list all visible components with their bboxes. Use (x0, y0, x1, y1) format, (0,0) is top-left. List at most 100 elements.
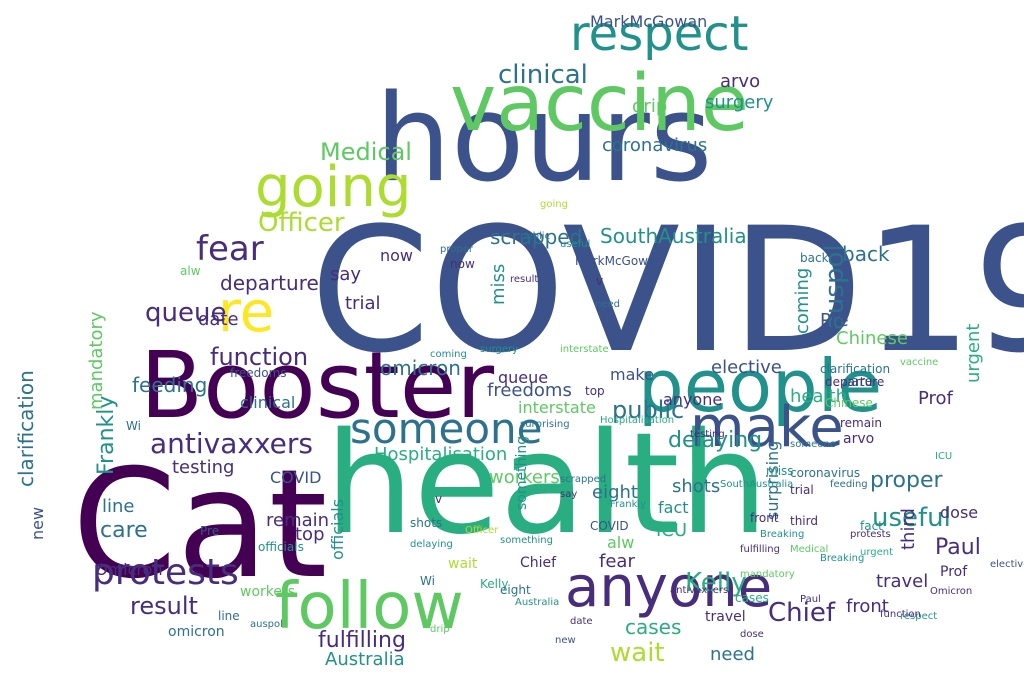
cloud-word-chief: Chief (520, 555, 557, 571)
cloud-word-surprising: surprising (520, 419, 570, 430)
cloud-word-prof: Prof (918, 388, 953, 409)
cloud-word-care: care (843, 374, 874, 390)
cloud-word-front: front (750, 511, 779, 525)
cloud-word-make: make (610, 365, 654, 384)
cloud-word-function: function (210, 343, 309, 371)
cloud-word-alw: alw (180, 264, 201, 278)
cloud-word-health: health (790, 386, 847, 407)
cloud-word-elective: elective (990, 559, 1024, 570)
cloud-word-elective: elective (711, 357, 782, 378)
cloud-word-back: back (800, 251, 829, 265)
cloud-word-pre: Pre (820, 310, 849, 331)
cloud-word-re: re (218, 280, 275, 345)
cloud-word-antivaxxers: antivaxxers (150, 427, 313, 460)
cloud-word-medical: Medical (790, 544, 829, 555)
cloud-word-officer: Officer (258, 208, 345, 238)
cloud-word-protests: protests (92, 552, 239, 593)
cloud-word-workers: workers (240, 584, 296, 600)
cloud-word-date: date (570, 616, 593, 627)
cloud-word-freedoms: freedoms (487, 380, 572, 401)
cloud-word-fact: fact (860, 519, 883, 533)
cloud-word-new: new (555, 635, 576, 646)
cloud-word-breaking: Breaking (820, 553, 865, 564)
cloud-word-departure: departure (825, 375, 885, 389)
cloud-word-cat: Cat (72, 438, 328, 612)
cloud-word-workers: workers (489, 467, 560, 488)
cloud-word-paul: Paul (935, 535, 981, 560)
cloud-word-auspol: auspol (250, 619, 283, 630)
cloud-word-new: new (28, 506, 47, 540)
cloud-word-travel: travel (705, 609, 746, 625)
cloud-word-remain: remain (266, 510, 330, 531)
cloud-word-hospitalisation: Hospitalisation (600, 415, 675, 426)
cloud-word-need: need (595, 299, 620, 310)
cloud-word-shots: shots (672, 476, 721, 497)
cloud-word-australia: Australia (325, 649, 405, 670)
cloud-word-cases: cases (625, 615, 682, 639)
cloud-word-clarification: clarification (820, 362, 891, 376)
cloud-word-delaying: delaying (410, 539, 453, 550)
cloud-word-wait: wait (610, 638, 665, 668)
cloud-word-need: need (710, 644, 755, 665)
cloud-word-clarification: clarification (14, 370, 38, 487)
cloud-word-public: public (520, 231, 551, 242)
cloud-word-people: people (638, 344, 883, 428)
cloud-word-chinese: Chinese (836, 328, 908, 349)
cloud-word-say: say (330, 264, 362, 285)
cloud-word-markmcgowan: MarkMcGowan (575, 254, 663, 268)
cloud-word-arvo: arvo (720, 71, 761, 92)
cloud-word-officials: officials (258, 540, 304, 554)
cloud-word-feeding: feeding (132, 373, 208, 397)
cloud-word-queue: queue (145, 298, 227, 328)
cloud-word-date: date (198, 309, 239, 330)
cloud-word-wi: Wi (420, 574, 435, 588)
cloud-word-dose: dose (740, 629, 764, 640)
cloud-word-fulfilling: fulfilling (740, 544, 780, 555)
cloud-word-third: third (790, 514, 818, 528)
cloud-word-departure: departure (220, 271, 319, 295)
cloud-word-say: say (560, 489, 578, 500)
cloud-word-coronavirus: coronavirus (602, 135, 708, 156)
cloud-word-kelly: Kelly (685, 568, 747, 598)
cloud-word-follow: follow (275, 570, 464, 644)
cloud-word-v: v (435, 492, 443, 506)
cloud-word-vaccine: vaccine (450, 59, 749, 149)
cloud-word-queue: queue (498, 368, 549, 387)
cloud-word-drip: drip (430, 624, 450, 635)
cloud-word-mandatory: mandatory (86, 311, 107, 410)
cloud-word-trial: trial (790, 483, 814, 497)
cloud-word-australia: Australia (515, 597, 560, 608)
cloud-word-covid: COVID (270, 468, 322, 487)
cloud-word-drip: drip (632, 96, 668, 117)
cloud-word-covid: COVID (590, 519, 629, 533)
cloud-word-line: line (102, 496, 135, 517)
cloud-word-arvo: arvo (843, 431, 875, 447)
cloud-word-third: third (898, 508, 919, 550)
cloud-word-going: going (540, 199, 568, 210)
cloud-word-clinical: clinical (240, 393, 296, 412)
cloud-word-result: result (130, 592, 198, 620)
cloud-word-scrapped: scrapped (560, 474, 607, 485)
cloud-word-mandatory: mandatory (740, 569, 795, 580)
cloud-word-now: now (380, 246, 414, 265)
cloud-word-front: front (846, 596, 889, 617)
cloud-word-omicron: Omicron (95, 560, 163, 579)
cloud-word-fulfilling: fulfilling (318, 628, 406, 653)
cloud-word-line: line (218, 609, 240, 623)
cloud-word-result: result (510, 274, 539, 285)
cloud-word-coming: coming (430, 349, 467, 360)
cloud-word-proper: proper (440, 244, 473, 255)
cloud-word-officer: Officer (465, 525, 499, 536)
cloud-word-miss: miss (488, 263, 509, 305)
cloud-word-kelly: Kelly (480, 577, 509, 591)
cloud-word-omicron: Omicron (930, 586, 973, 597)
cloud-word-hospitalisation: Hospitalisation (374, 444, 508, 465)
cloud-word-something: something (514, 435, 530, 510)
cloud-word-cases: cases (735, 591, 769, 605)
cloud-word-southaustralia: SouthAustralia (600, 224, 747, 248)
cloud-word-icu: ICU (935, 451, 953, 462)
cloud-word-frankly: Frankly (610, 499, 647, 510)
cloud-word-clinical: clinical (498, 60, 588, 90)
cloud-word-urgent: urgent (963, 323, 984, 383)
cloud-word-shots: shots (410, 516, 443, 530)
